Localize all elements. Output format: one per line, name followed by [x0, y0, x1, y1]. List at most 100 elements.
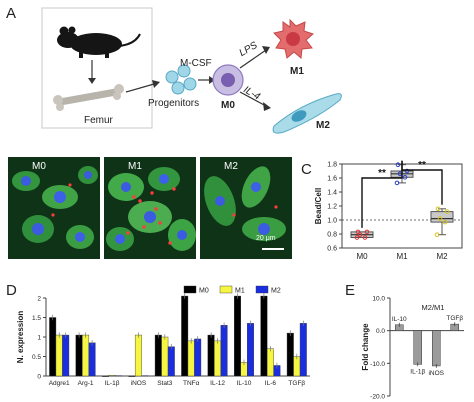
chart-c-significance-bracket [401, 160, 443, 205]
arrow-femur-progenitors [125, 83, 155, 93]
chart-d-bar-m1 [266, 348, 274, 377]
chart-d-bar-m0 [207, 334, 215, 377]
chart-d-bar-m2 [167, 346, 175, 377]
chart-c-point [395, 162, 401, 167]
chart-c-point [354, 235, 360, 240]
arrow-il4 [239, 91, 267, 107]
panel-label-e: E [345, 282, 356, 299]
chart-e-category-label: IL-1β [410, 368, 425, 375]
mouse-icon [57, 26, 141, 58]
chart-d-bar-m0 [49, 317, 57, 377]
chart-d-bar-m2 [62, 334, 70, 377]
chart-c-point [355, 229, 361, 235]
chart-c-point [442, 219, 448, 225]
chart-e-category-label: IL-10 [392, 316, 407, 323]
chart-d-legend-swatch-m2 [255, 285, 269, 294]
chart-c-point [394, 180, 400, 186]
scale-bar-label: 20 μm [256, 235, 276, 242]
chart-c-ytick-label: 0.6 [327, 246, 337, 253]
chart-c-point [435, 206, 441, 212]
chart-d-expression-bars: 0 0.5 1 1.5 2 Adgre1 Arg-1 IL-1β iNOS Stat3 TNFα IL… [16, 285, 310, 387]
chart-e-bar [432, 330, 441, 367]
chart-d-legend-label: M2 [271, 288, 281, 295]
micrograph-m0-image [8, 157, 100, 259]
chart-c-ytick-label: 1.0 [327, 218, 337, 225]
chart-d-bar-m0 [260, 295, 268, 377]
chart-d-xtick-label: Adgre1 [49, 380, 70, 387]
m2-macrophage-icon [272, 93, 342, 134]
chart-e-ytick-label: -20.0 [370, 394, 385, 401]
chart-e-fold-change: 10.0 0.0 -10.0 -20.0 IL-10 IL-1β iNOS TGFβM2/M1… [361, 296, 464, 401]
panel-label-d: D [6, 282, 17, 299]
chart-d-bar-m1 [187, 340, 195, 377]
chart-e-ytick-label: 0.0 [376, 328, 385, 335]
chart-c-ytick-label: 0.8 [327, 232, 337, 239]
chart-e-title: M2/M1 [422, 303, 445, 312]
micrograph-m0: M0 [8, 157, 100, 259]
chart-d-bar-m1 [134, 334, 142, 377]
chart-d-bar-m2 [220, 325, 228, 377]
m1-macrophage-icon [273, 18, 314, 59]
chart-e-bar [413, 330, 422, 365]
chart-d-bar-m1 [293, 356, 301, 377]
chart-d-xtick-label: iNOS [131, 380, 147, 387]
m0-label: M0 [221, 100, 235, 111]
schematic-diagram [41, 7, 342, 134]
micrograph-label-m2: M2 [224, 161, 238, 172]
chart-c-point [402, 175, 408, 180]
chart-d-xtick-label: IL-1β [105, 380, 120, 387]
chart-d-xtick-label: IL-6 [265, 380, 277, 387]
progenitor-cells [165, 64, 197, 95]
chart-e-ytick-label: -10.0 [370, 361, 385, 368]
chart-d-legend-swatch-m0 [183, 285, 197, 294]
chart-c-ytick-label: 1.6 [327, 176, 337, 183]
chart-d-ytick-label: 0.5 [32, 354, 41, 361]
chart-d-bar-m2 [88, 342, 96, 377]
chart-d-xtick-label: Arg-1 [78, 380, 94, 387]
chart-d-bar-m0 [154, 334, 162, 377]
chart-e-category-label: TGFβ [446, 315, 463, 322]
chart-c-xtick-label: M0 [356, 252, 368, 261]
chart-e-category-label: iNOS [428, 370, 444, 377]
micrograph-m1: M1 [104, 157, 196, 259]
chart-c-significance-label: ** [378, 168, 386, 179]
panel-label-c: C [301, 161, 312, 178]
arrow-lps [239, 49, 267, 69]
micrograph-strip: M0 M1 [8, 157, 292, 259]
chart-c-xtick-label: M1 [396, 252, 408, 261]
chart-c-ytick-label: 1.4 [327, 190, 337, 197]
m2-label: M2 [316, 120, 330, 131]
chart-d-bar-m1 [161, 336, 169, 377]
chart-d-bar-m0 [181, 295, 189, 377]
micrograph-m2-image [200, 157, 292, 259]
chart-d-bar-m1 [55, 334, 63, 377]
chart-d-ytick-label: 1 [37, 335, 41, 342]
chart-d-xtick-label: TNFα [183, 380, 200, 387]
femur-label: Femur [84, 115, 113, 126]
m1-label: M1 [290, 66, 304, 77]
chart-d-xtick-label: IL-12 [210, 380, 225, 387]
chart-d-bar-m2 [247, 323, 254, 377]
chart-d-bar-m0 [75, 334, 83, 377]
mcsf-label: M-CSF [180, 58, 212, 69]
chart-d-bar-m0 [102, 375, 109, 377]
chart-d-bar-m0 [286, 332, 294, 377]
chart-e-ytick-label: 10.0 [372, 296, 385, 303]
chart-d-bar-m1 [108, 375, 116, 377]
chart-d-legend-label: M1 [235, 288, 245, 295]
femur-bone-icon [53, 84, 124, 111]
chart-c-boxplot: 0.6 0.8 1.0 1.2 1.4 1.6 1.8 M0 M1 M2 ** ** Bead/Cell [314, 160, 463, 261]
chart-d-legend-swatch-m1 [219, 285, 233, 294]
chart-c-box-m2 [430, 211, 454, 223]
chart-c-ytick-label: 1.2 [327, 204, 337, 211]
chart-d-bar-m2 [299, 323, 307, 377]
micrograph-m1-image [104, 157, 196, 259]
chart-c-ylabel: Bead/Cell [314, 188, 323, 224]
chart-d-ytick-label: 0 [37, 374, 41, 381]
chart-d-legend-label: M0 [199, 288, 209, 295]
chart-c-xtick-label: M2 [436, 252, 448, 261]
chart-c-ytick-label: 1.8 [327, 162, 337, 169]
panel-label-a: A [6, 5, 17, 22]
chart-d-bar-m2 [194, 338, 202, 377]
micrograph-m2: M2 20 μm [200, 157, 292, 259]
